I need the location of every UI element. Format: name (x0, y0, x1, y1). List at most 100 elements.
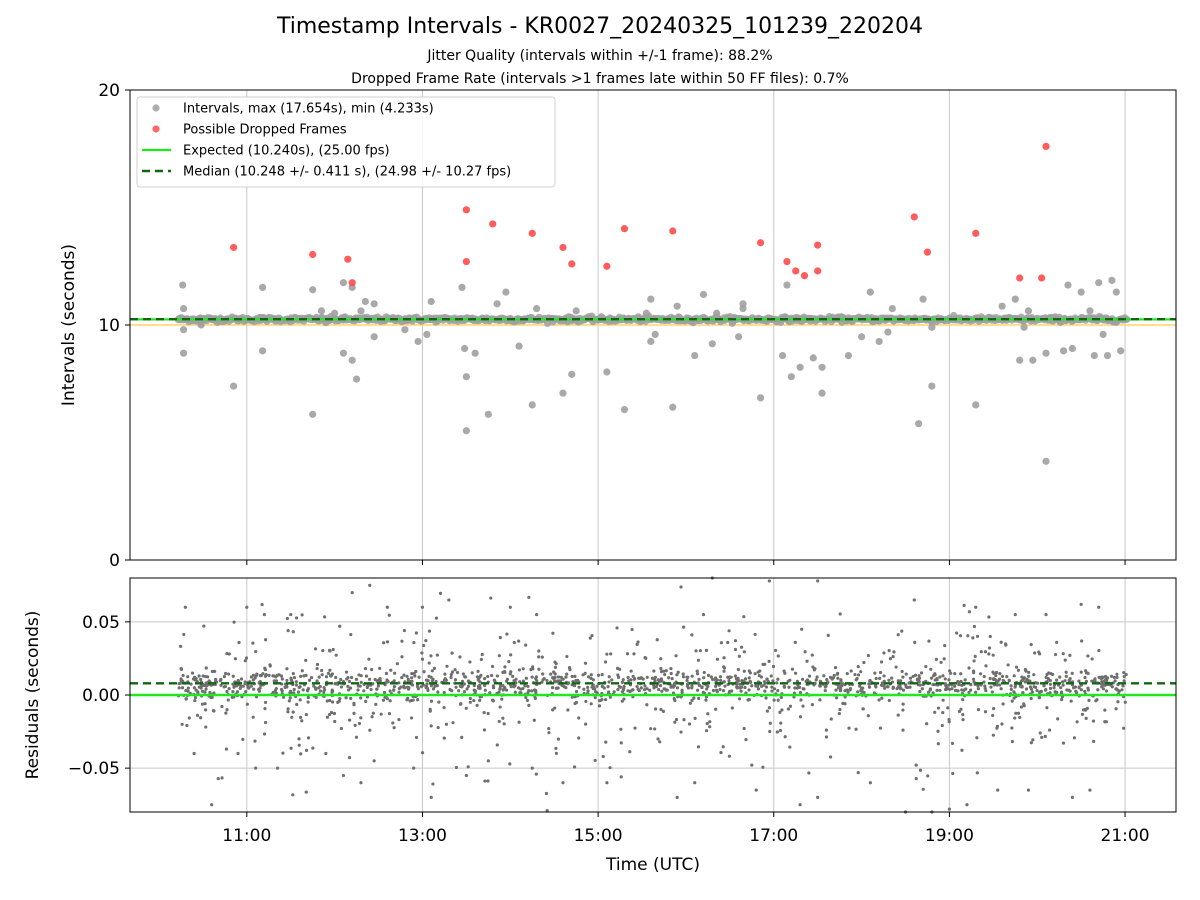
residual-point (700, 685, 704, 690)
residual-point (1055, 678, 1059, 682)
residual-point (554, 746, 558, 750)
residual-point (306, 695, 310, 700)
residual-point (232, 684, 237, 688)
residual-point (576, 678, 580, 682)
interval-point (461, 344, 469, 353)
interval-point (1042, 457, 1050, 465)
residual-point (359, 781, 363, 785)
residual-point (429, 654, 433, 658)
residual-point (180, 686, 185, 690)
x-tick-label-19-00: 19:00 (925, 826, 974, 846)
interval-point (533, 304, 541, 313)
residual-point (1047, 671, 1051, 675)
residual-point (225, 689, 229, 694)
residual-point (407, 686, 411, 690)
residual-point (853, 672, 857, 677)
residual-point (736, 667, 740, 672)
residual-point (429, 675, 433, 679)
residual-point (286, 629, 290, 633)
residual-point (350, 591, 354, 595)
residual-point (459, 702, 463, 706)
residual-point (1122, 675, 1126, 679)
residual-point (778, 710, 782, 714)
residual-point (807, 771, 811, 775)
residual-point (768, 729, 772, 734)
residual-point (507, 660, 511, 664)
residual-point (629, 669, 633, 673)
residual-point (616, 675, 621, 679)
interval-point (818, 363, 826, 371)
residual-point (327, 648, 332, 652)
residual-point (344, 670, 349, 674)
residual-point (1095, 698, 1099, 702)
residual-point (232, 620, 236, 624)
residual-point (574, 690, 579, 694)
residual-point (391, 721, 395, 725)
residual-point (468, 696, 472, 701)
residual-point (943, 677, 947, 681)
residual-point (1043, 734, 1047, 738)
residual-point (643, 684, 647, 688)
interval-point (568, 370, 576, 378)
residual-point (619, 727, 623, 731)
residual-point (904, 672, 908, 676)
time-x-axis-label: Time (UTC) (605, 855, 700, 875)
residual-point (862, 660, 866, 665)
residual-point (1086, 688, 1090, 692)
residual-point (1048, 686, 1053, 691)
residual-point (204, 725, 208, 729)
residual-point (216, 777, 220, 781)
residual-point (987, 652, 991, 656)
residual-point (694, 649, 698, 653)
interval-point (179, 304, 188, 313)
residual-point (633, 726, 637, 730)
residual-point (320, 668, 324, 673)
residual-point (553, 706, 557, 710)
residual-point (941, 710, 945, 715)
residual-point (983, 650, 988, 654)
dropped-frame-point (620, 225, 629, 233)
residual-point (1122, 726, 1126, 730)
residual-point (961, 713, 965, 717)
residual-point (420, 657, 425, 661)
dropped-frame-point (462, 206, 470, 214)
residual-point (445, 664, 449, 668)
interval-point (818, 389, 826, 397)
residual-point (541, 672, 545, 676)
residual-point (470, 671, 474, 675)
residual-point (1048, 682, 1053, 686)
residual-point (1044, 612, 1048, 617)
interval-point (339, 349, 348, 357)
residual-point (787, 685, 791, 689)
residual-point (727, 678, 731, 683)
residual-point (281, 751, 285, 755)
residual-point (186, 675, 190, 679)
residual-point (904, 685, 908, 689)
residual-point (524, 676, 528, 680)
residual-point (371, 711, 375, 715)
residual-point (911, 674, 915, 679)
residual-point (743, 685, 747, 690)
residual-point (364, 699, 368, 703)
dropped-frame-point (1042, 142, 1050, 150)
dropped-frame-point (489, 220, 497, 228)
residual-point (620, 680, 624, 684)
residual-point (868, 678, 872, 683)
residual-point (349, 696, 353, 701)
residual-point (451, 721, 455, 725)
residual-point (189, 682, 193, 686)
residual-point (669, 671, 673, 676)
residual-point (285, 616, 289, 621)
residual-point (300, 719, 304, 723)
residual-point (782, 669, 786, 673)
residual-point (1097, 648, 1101, 653)
residuals-y-axis-label: Residuals (seconds) (23, 611, 43, 780)
residual-point (758, 669, 762, 673)
residual-point (661, 709, 666, 713)
interval-point (844, 351, 853, 360)
residual-point (199, 686, 203, 690)
residual-point (967, 610, 972, 614)
residual-point (179, 667, 184, 671)
residual-point (224, 671, 228, 676)
residual-point (247, 686, 251, 690)
